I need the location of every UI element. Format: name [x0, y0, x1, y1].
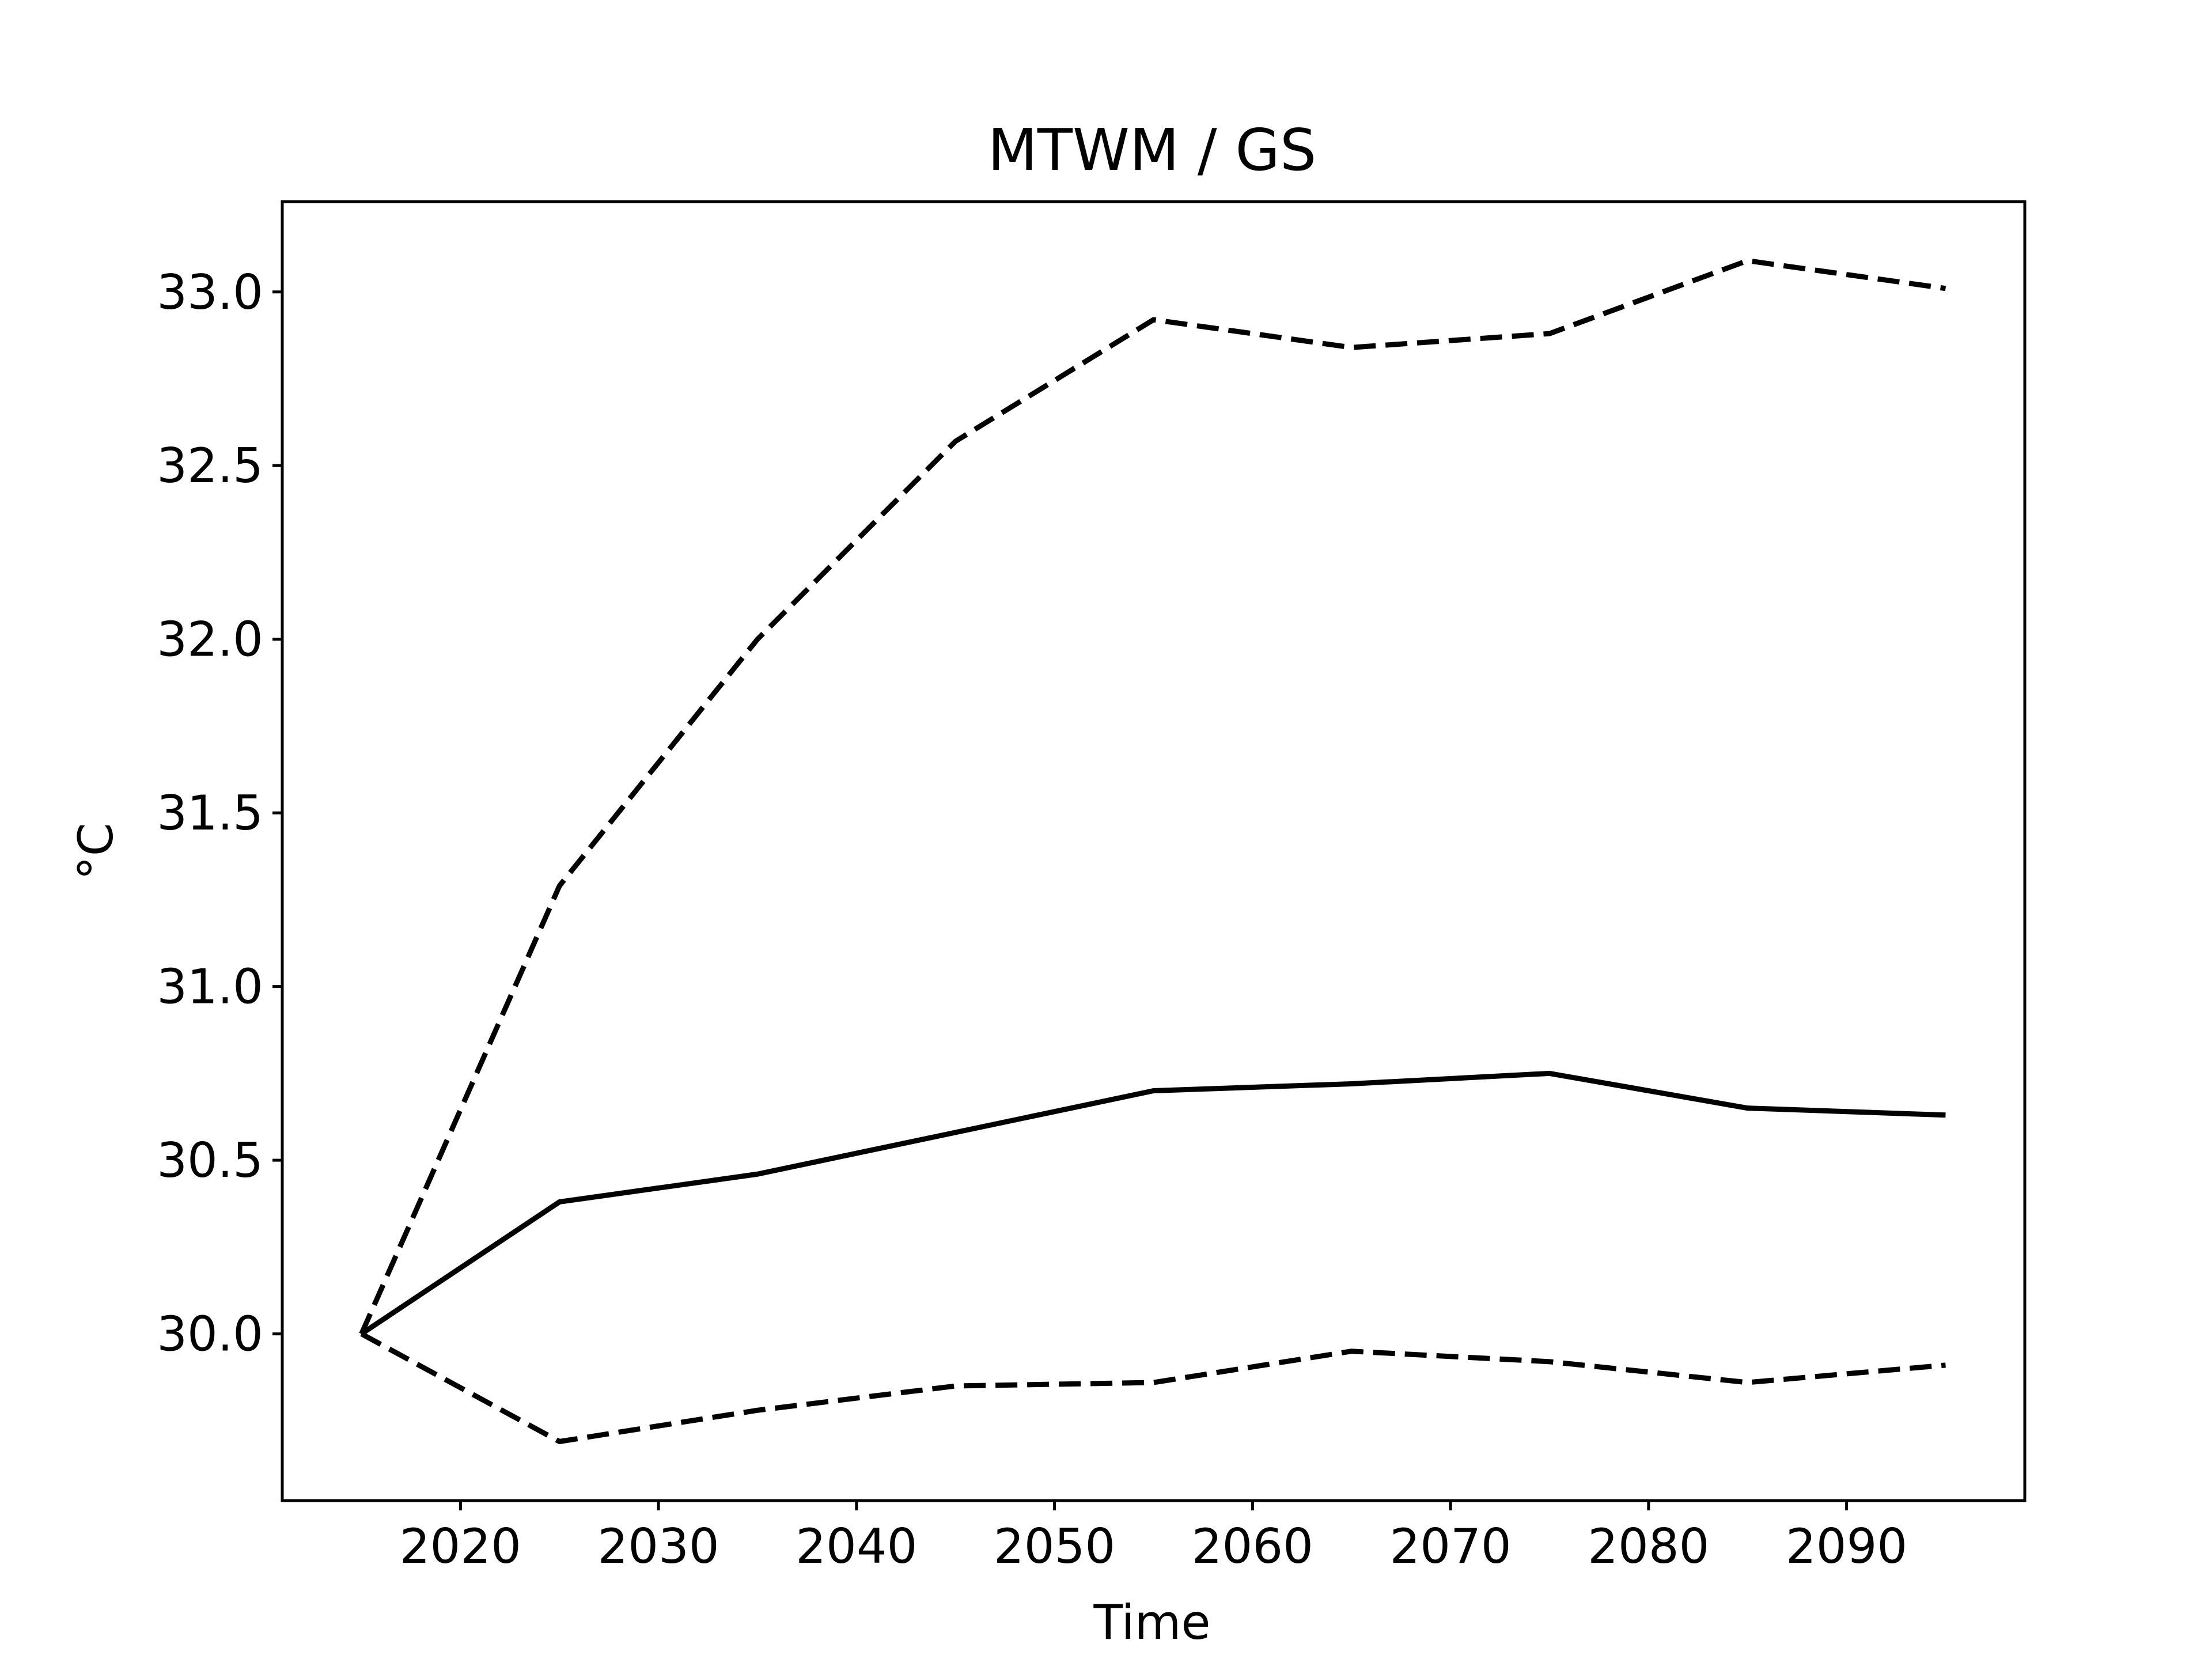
- x-tick-label: 2030: [598, 1518, 719, 1574]
- y-axis-label: °C: [68, 823, 124, 880]
- y-tick-label: 31.0: [157, 959, 263, 1015]
- x-tick-label: 2060: [1192, 1518, 1313, 1574]
- y-tick-label: 30.0: [157, 1306, 263, 1362]
- series-line-3: [360, 1331, 1946, 1444]
- chart-title: MTWM / GS: [988, 116, 1317, 184]
- y-tick-label: 32.0: [157, 612, 263, 668]
- x-axis-label: Time: [1093, 1594, 1210, 1650]
- x-tick-label: 2040: [796, 1518, 917, 1574]
- x-tick-label: 2090: [1786, 1518, 1907, 1574]
- x-tick-label: 2070: [1390, 1518, 1512, 1574]
- series-layer: [359, 258, 1946, 1444]
- series-line-1: [360, 1070, 1946, 1336]
- y-axis-ticks: 30.0 30.5 31.0 31.5 32.0 32.5 33.0: [157, 264, 282, 1362]
- plot-area-frame: [281, 200, 2027, 1502]
- x-tick-label: 2020: [400, 1518, 521, 1574]
- x-tick-label: 2080: [1588, 1518, 1709, 1574]
- x-tick-label: 2050: [994, 1518, 1115, 1574]
- x-axis-ticks: 2020 2030 2040 2050 2060 2070 2080 2090: [400, 1501, 1907, 1574]
- y-tick-label: 33.0: [157, 264, 263, 320]
- series-line-2: [359, 258, 1946, 1335]
- y-tick-label: 32.5: [157, 438, 263, 494]
- y-tick-label: 30.5: [157, 1132, 263, 1188]
- y-tick-label: 31.5: [157, 785, 263, 841]
